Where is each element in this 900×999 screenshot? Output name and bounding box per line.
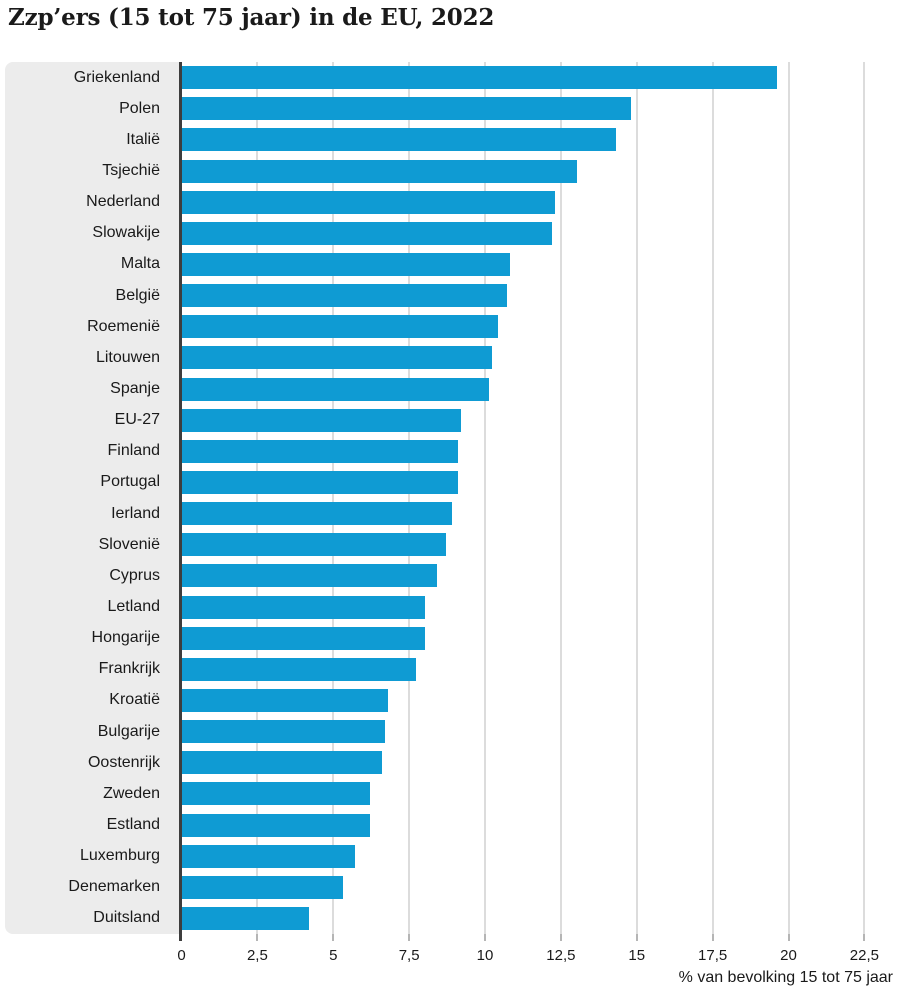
bar <box>182 159 577 183</box>
x-axis-tickmark <box>408 934 411 941</box>
category-label: Slowakije <box>92 224 160 242</box>
x-axis-tickmark <box>863 934 866 941</box>
category-label: Portugal <box>100 473 160 491</box>
bar <box>182 688 389 712</box>
category-label: Oostenrijk <box>87 753 160 771</box>
x-tick-label: 7,5 <box>398 947 420 964</box>
bar <box>182 439 459 463</box>
bar <box>182 906 310 930</box>
gridline <box>787 62 790 934</box>
category-label: Spanje <box>110 380 160 397</box>
category-label: België <box>115 286 160 304</box>
category-label: Denemarken <box>68 878 160 896</box>
bar <box>182 221 553 245</box>
category-label: Italië <box>126 130 160 148</box>
category-label: Ierland <box>111 504 160 522</box>
x-axis-tickmark <box>635 934 638 941</box>
x-tick-label: 5 <box>329 947 338 964</box>
bar <box>182 657 416 681</box>
bar <box>182 720 386 744</box>
category-label: Letland <box>107 598 161 615</box>
bar <box>182 875 343 899</box>
category-label: Slovenië <box>98 535 160 553</box>
bar <box>182 533 447 557</box>
category-label: Frankrijk <box>98 660 160 678</box>
x-axis-tickmark <box>256 934 259 941</box>
category-label: Roemenië <box>87 317 160 335</box>
bar <box>182 564 437 588</box>
x-axis-tickmark <box>559 934 562 941</box>
category-label: Finland <box>107 442 160 460</box>
bar <box>182 128 616 152</box>
gridline <box>863 62 866 934</box>
bar <box>182 470 459 494</box>
x-tick-label: 0 <box>177 947 186 964</box>
category-label: Estland <box>106 816 160 833</box>
gridline <box>484 62 486 934</box>
bar <box>182 315 498 339</box>
x-axis-tickmark <box>332 934 335 941</box>
bar <box>182 502 453 526</box>
category-label: Polen <box>119 99 160 117</box>
x-axis-label: % van bevolking 15 tot 75 jaar <box>678 969 893 986</box>
bar <box>182 190 556 214</box>
x-axis-tickmark <box>484 934 486 941</box>
category-label-panel <box>5 62 180 934</box>
gridline <box>711 62 714 934</box>
bar <box>182 782 371 806</box>
category-label: Litouwen <box>95 348 160 366</box>
gridline <box>559 62 562 934</box>
x-tick-label: 20 <box>780 947 797 964</box>
gridline <box>635 62 638 934</box>
bar <box>182 252 510 276</box>
category-label: Cyprus <box>109 566 160 584</box>
bar <box>182 408 462 432</box>
category-label: Griekenland <box>73 68 160 86</box>
category-label: Malta <box>120 255 160 273</box>
bar <box>182 377 489 401</box>
bar <box>182 66 777 90</box>
x-tick-label: 2,5 <box>246 947 268 964</box>
bar <box>182 284 507 308</box>
bar <box>182 751 383 775</box>
category-label: Zweden <box>103 784 160 802</box>
x-tick-label: 17,5 <box>698 947 728 964</box>
gridline <box>332 62 335 934</box>
category-label: Luxemburg <box>79 847 160 865</box>
bar <box>182 97 632 121</box>
bar <box>182 346 492 370</box>
category-label: Tsjechië <box>102 162 160 179</box>
x-tick-label: 10 <box>476 947 494 964</box>
category-label: Kroatië <box>109 691 160 709</box>
bar <box>182 813 371 837</box>
category-label: Hongarije <box>91 629 160 647</box>
bar <box>182 626 425 650</box>
category-label: Bulgarije <box>97 722 160 740</box>
bar <box>182 595 425 619</box>
gridline <box>408 62 411 934</box>
category-label: EU-27 <box>114 411 160 429</box>
bar <box>182 844 355 868</box>
x-tick-label: 15 <box>628 947 646 964</box>
x-tick-label: 12,5 <box>546 947 576 964</box>
gridline <box>256 62 259 934</box>
chart-title: Zzp’ers (15 tot 75 jaar) in de EU, 2022 <box>8 4 495 31</box>
x-axis-tickmark <box>787 934 790 941</box>
x-tick-label: 22,5 <box>849 947 879 964</box>
x-axis-tickmark <box>711 934 714 941</box>
category-label: Duitsland <box>93 909 160 927</box>
category-label: Nederland <box>86 193 160 211</box>
y-axis-line <box>179 62 182 941</box>
